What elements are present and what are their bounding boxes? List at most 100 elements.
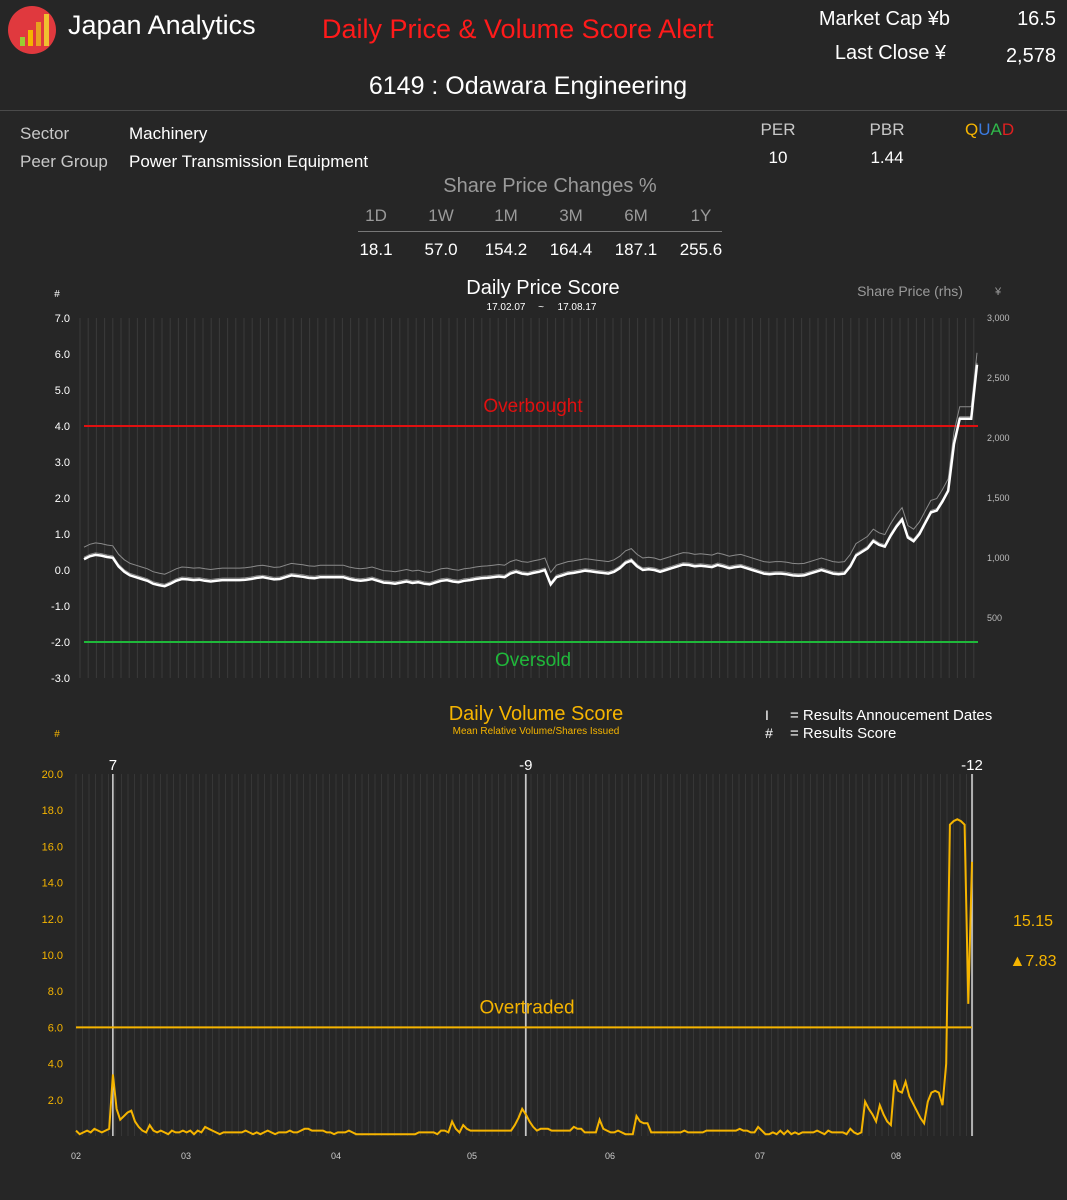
x-tick-label: 08: [891, 1151, 901, 1161]
y-tick-label: -3.0: [51, 673, 70, 685]
y2-tick-label: 500: [987, 613, 1002, 623]
price-y-label: #: [54, 289, 60, 300]
peer-group-value: Power Transmission Equipment: [129, 152, 369, 171]
results-score-label: -12: [961, 757, 983, 774]
price-date-from: 17.02.07: [487, 302, 526, 313]
period-1w: 1W: [428, 206, 454, 225]
x-tick-label: 06: [605, 1151, 615, 1161]
volume-score-line: [75, 818, 973, 1136]
period-3m: 3M: [559, 206, 583, 225]
price-date-to: 17.08.17: [558, 302, 597, 313]
share-price-unit: ¥: [994, 286, 1002, 298]
change-1y: 255.6: [679, 240, 723, 259]
y-tick-label: 18.0: [42, 805, 63, 817]
change-1d: 18.1: [359, 240, 393, 259]
volume-chart-title: Daily Volume Score: [449, 703, 624, 725]
legend-text-results-score: = Results Score: [790, 725, 896, 742]
legend-symbol-results-score: #: [765, 725, 773, 741]
sector-value: Machinery: [129, 124, 208, 143]
per-value: 10: [768, 148, 788, 167]
change-1w: 57.0: [424, 240, 458, 259]
price-chart-title: Daily Price Score: [466, 277, 619, 299]
volume-x-ticks: 02 03 04 05 06 07 08: [71, 1151, 901, 1161]
results-markers: 7 -9 -12: [109, 757, 983, 1136]
y-tick-label: 4.0: [48, 1059, 63, 1071]
y-tick-label: 10.0: [42, 950, 63, 962]
price-changes-divider: [358, 231, 722, 232]
price-date-sep: ~: [538, 302, 544, 313]
y-tick-label: 7.0: [55, 313, 70, 325]
market-cap-label: Market Cap ¥b: [818, 8, 950, 30]
x-tick-label: 05: [467, 1151, 477, 1161]
overbought-label: Overbought: [483, 396, 583, 417]
share-price-band-upper: [83, 352, 978, 575]
price-score-line: [83, 364, 979, 588]
pbr-label: PBR: [869, 120, 905, 139]
y-tick-label: 16.0: [42, 841, 63, 853]
y-tick-label: 12.0: [42, 914, 63, 926]
overtraded-label: Overtraded: [479, 997, 574, 1018]
y-tick-label: 14.0: [42, 878, 63, 890]
period-1y: 1Y: [690, 206, 712, 225]
y2-tick-label: 2,000: [987, 433, 1010, 443]
y-tick-label: 3.0: [55, 457, 70, 469]
stock-title: 6149 : Odawara Engineering: [368, 72, 688, 100]
volume-chart-subtitle: Mean Relative Volume/Shares Issued: [453, 726, 620, 737]
x-tick-label: 02: [71, 1151, 81, 1161]
y-tick-label: 6.0: [48, 1022, 63, 1034]
volume-y-ticks: 20.0 18.0 16.0 14.0 12.0 10.0 8.0 6.0 4.0 2.0: [42, 769, 63, 1107]
change-3m: 164.4: [549, 240, 593, 259]
volume-y-label: #: [54, 729, 60, 740]
share-price-rhs-label: Share Price (rhs): [857, 283, 963, 299]
share-price-band-lower: [83, 362, 978, 585]
quad-letter: Q: [965, 120, 979, 139]
volume-grid: [75, 774, 974, 1136]
bar-chart-logo-icon: [20, 14, 49, 46]
quad-letter: U: [978, 120, 991, 139]
period-6m: 6M: [624, 206, 648, 225]
y-tick-label: -1.0: [51, 601, 70, 613]
header-divider: [0, 110, 1067, 111]
volume-change: ▲7.83: [1010, 953, 1057, 970]
y-tick-label: 4.0: [55, 421, 70, 433]
oversold-label: Oversold: [495, 650, 571, 671]
brand-name: Japan Analytics: [68, 10, 256, 40]
sector-label: Sector: [20, 124, 70, 143]
change-1m: 154.2: [484, 240, 528, 259]
y2-tick-label: 3,000: [987, 313, 1010, 323]
y2-tick-label: 1,500: [987, 493, 1010, 503]
logo: [8, 6, 56, 54]
alert-title: Daily Price & Volume Score Alert: [322, 14, 714, 44]
y-tick-label: 5.0: [55, 385, 70, 397]
legend-text-results-date: = Results Annoucement Dates: [790, 707, 992, 724]
y-tick-label: 2.0: [55, 493, 70, 505]
y-tick-label: 8.0: [48, 986, 63, 998]
period-1d: 1D: [365, 206, 387, 225]
last-close-label: Last Close ¥: [834, 42, 946, 64]
price-score-chart: Daily Price Score 17.02.07 ~ 17.08.17 # …: [51, 277, 1010, 685]
per-label: PER: [760, 120, 796, 139]
y-tick-label: 0.0: [55, 565, 70, 577]
y2-tick-label: 1,000: [987, 553, 1010, 563]
peer-group-label: Peer Group: [20, 152, 108, 171]
legend-symbol-results-date: I: [765, 707, 769, 723]
y-tick-label: 6.0: [55, 349, 70, 361]
period-1m: 1M: [494, 206, 518, 225]
results-score-label: -9: [519, 757, 532, 774]
y-tick-label: -2.0: [51, 637, 70, 649]
last-close-value: 2,578: [1005, 45, 1056, 67]
volume-score-chart: Daily Volume Score Mean Relative Volume/…: [42, 703, 1057, 1161]
y-tick-label: 1.0: [55, 529, 70, 541]
quad-letter: D: [1001, 120, 1015, 139]
price-changes-title: Share Price Changes %: [443, 175, 657, 197]
y-tick-label: 2.0: [48, 1095, 63, 1107]
price-y-ticks: 7.0 6.0 5.0 4.0 3.0 2.0 1.0 0.0 -1.0 -2.0 -3.0: [51, 313, 70, 685]
x-tick-label: 03: [181, 1151, 191, 1161]
x-tick-label: 07: [755, 1151, 765, 1161]
market-cap-value: 16.5: [1017, 8, 1056, 30]
quad-letter: A: [990, 120, 1002, 139]
price-y2-ticks: 3,000 2,500 2,000 1,500 1,000 500: [987, 313, 1010, 623]
y2-tick-label: 2,500: [987, 373, 1010, 383]
quad-label: QUAD: [965, 120, 1014, 140]
volume-last-value: 15.15: [1013, 913, 1053, 930]
